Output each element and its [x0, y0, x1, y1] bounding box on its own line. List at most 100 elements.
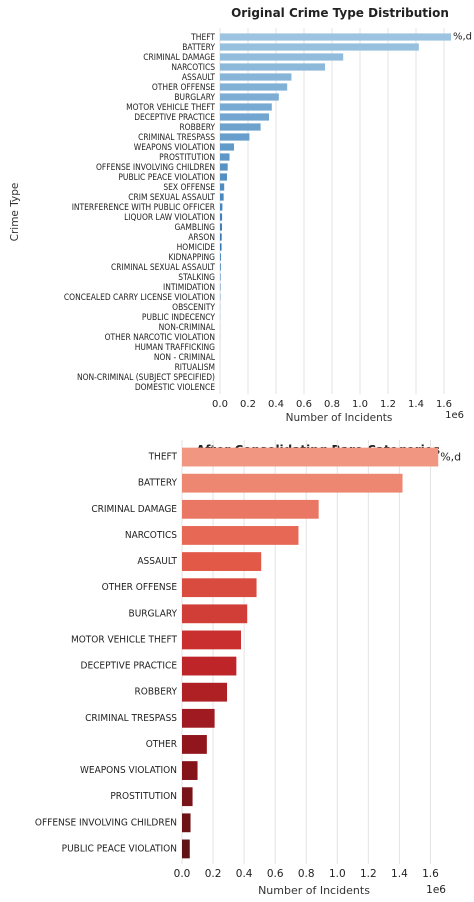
- bar: [220, 203, 223, 211]
- category-label: OTHER OFFENSE: [152, 82, 215, 92]
- bar: [220, 43, 419, 51]
- category-label: THEFT: [148, 452, 178, 463]
- bar: [182, 839, 190, 859]
- x-tick-label: 1.6: [436, 399, 452, 410]
- bar: [182, 656, 237, 676]
- bar: [182, 787, 193, 807]
- category-label: ROBBERY: [135, 687, 178, 698]
- category-label: PUBLIC INDECENCY: [142, 312, 215, 322]
- category-label: OFFENSE INVOLVING CHILDREN: [96, 162, 215, 172]
- bar: [220, 253, 221, 261]
- bar: [182, 499, 319, 519]
- x-tick-label: 1.0: [329, 868, 346, 880]
- x-tick-label: 0.2: [240, 399, 256, 410]
- category-label: NON-CRIMINAL (SUBJECT SPECIFIED): [77, 372, 215, 382]
- category-label: BATTERY: [138, 478, 178, 489]
- category-label: INTIMIDATION: [163, 282, 215, 292]
- bar: [220, 93, 279, 101]
- x-tick-label: 0.0: [212, 399, 228, 410]
- category-label: NON - CRIMINAL: [154, 352, 216, 362]
- x-tick-label: 1.6: [422, 868, 439, 880]
- category-label: PUBLIC PEACE VIOLATION: [118, 172, 215, 182]
- bar: [220, 103, 272, 111]
- x-tick-label: 0.8: [324, 399, 340, 410]
- x-tick-label: 0.2: [205, 868, 222, 880]
- category-label: INTERFERENCE WITH PUBLIC OFFICER: [72, 202, 216, 212]
- bar: [220, 143, 234, 151]
- category-label: PROSTITUTION: [110, 791, 177, 802]
- bar: [182, 708, 215, 728]
- category-label: CONCEALED CARRY LICENSE VIOLATION: [64, 292, 215, 302]
- category-label: NON-CRIMINAL: [159, 322, 216, 332]
- category-label: DOMESTIC VIOLENCE: [135, 382, 215, 392]
- x-axis-label: Number of Incidents: [258, 884, 370, 897]
- bar-annotation: %,d: [440, 451, 461, 464]
- category-label: DECEPTIVE PRACTICE: [134, 112, 215, 122]
- bar: [220, 53, 344, 61]
- bar: [220, 223, 222, 231]
- bar: [220, 263, 221, 271]
- category-label: GAMBLING: [174, 222, 215, 232]
- category-label: ROBBERY: [179, 122, 215, 132]
- bar: [182, 552, 262, 571]
- category-label: NARCOTICS: [171, 62, 215, 72]
- x-tick-label: 0.6: [267, 868, 284, 880]
- category-label: MOTOR VEHICLE THEFT: [71, 634, 178, 645]
- category-label: CRIMINAL DAMAGE: [91, 504, 177, 515]
- x-tick-label: 1.4: [408, 399, 424, 410]
- bar: [220, 153, 230, 161]
- bar: [220, 133, 250, 141]
- x-axis-label: Number of Incidents: [286, 412, 393, 424]
- category-label: SEX OFFENSE: [163, 182, 215, 192]
- bar: [182, 447, 439, 467]
- category-label: HUMAN TRAFFICKING: [135, 342, 215, 352]
- bar: [182, 578, 257, 598]
- category-label: RITUALISM: [175, 362, 215, 372]
- category-label: HOMICIDE: [177, 242, 216, 252]
- bar: [220, 213, 223, 221]
- bar: [220, 243, 222, 251]
- bar: [182, 630, 242, 650]
- bar: [220, 63, 325, 71]
- x-tick-label: 0.6: [296, 399, 312, 410]
- x-tick-label: 1.2: [380, 399, 396, 410]
- bar: [182, 735, 207, 754]
- bar: [220, 173, 227, 181]
- x-offset-text: 1e6: [426, 884, 446, 896]
- original-distribution-chart: Original Crime Type Distribution THEFTBAT…: [9, 6, 472, 424]
- category-label: OBSCENITY: [172, 302, 215, 312]
- category-label: PROSTITUTION: [159, 152, 215, 162]
- x-tick-label: 1.0: [352, 399, 368, 410]
- category-label: BURGLARY: [174, 92, 215, 102]
- x-tick-label: 0.4: [268, 399, 284, 410]
- bar: [182, 473, 403, 493]
- category-label: KIDNAPPING: [168, 252, 215, 262]
- category-label: CRIMINAL DAMAGE: [143, 52, 215, 62]
- category-label: CRIMINAL TRESPASS: [85, 713, 177, 724]
- x-tick-label: 1.4: [391, 868, 408, 880]
- bar: [182, 761, 198, 780]
- category-label: OTHER: [146, 739, 177, 750]
- category-label: OFFENSE INVOLVING CHILDREN: [35, 817, 177, 828]
- category-label: ARSON: [188, 232, 215, 242]
- x-offset-text: 1e6: [445, 410, 464, 421]
- category-label: STALKING: [178, 272, 215, 282]
- category-label: BATTERY: [182, 42, 215, 52]
- x-tick-label: 0.8: [298, 868, 315, 880]
- category-label: DECEPTIVE PRACTICE: [81, 661, 178, 672]
- x-tick-label: 0.4: [236, 868, 253, 880]
- category-label: CRIMINAL SEXUAL ASSAULT: [111, 262, 215, 272]
- bar-annotation: %,d: [453, 32, 472, 43]
- category-label: OTHER OFFENSE: [102, 582, 178, 593]
- category-label: ASSAULT: [182, 72, 216, 82]
- bar: [220, 113, 269, 121]
- bar: [220, 183, 225, 191]
- category-label: CRIMINAL TRESPASS: [138, 132, 215, 142]
- category-label: NARCOTICS: [125, 530, 177, 541]
- category-label: OTHER NARCOTIC VIOLATION: [105, 332, 215, 342]
- bar: [220, 83, 288, 91]
- bar: [220, 123, 261, 131]
- chart-title: Original Crime Type Distribution: [231, 6, 449, 20]
- bar: [220, 233, 222, 241]
- category-label: LIQUOR LAW VIOLATION: [124, 212, 215, 222]
